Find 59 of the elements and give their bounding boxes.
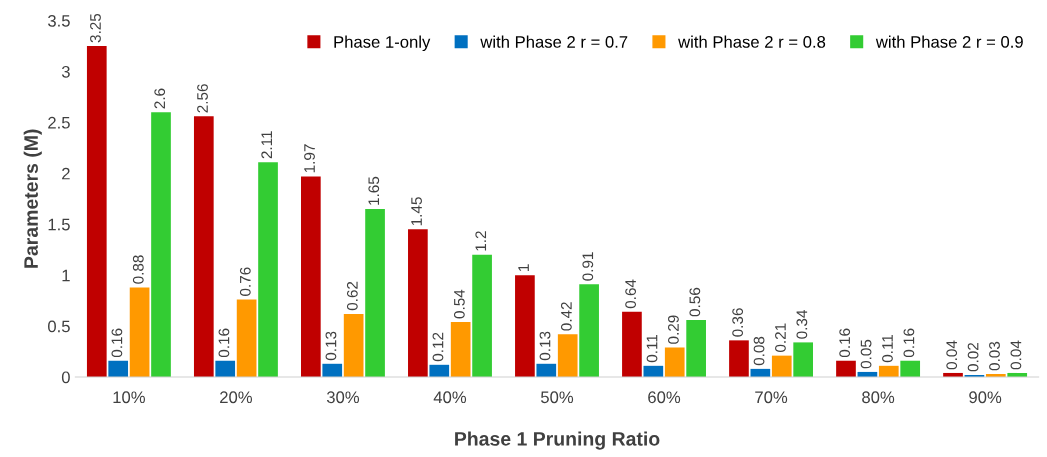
- data-label: 0.34: [796, 310, 808, 339]
- data-label: 0.04: [946, 340, 958, 370]
- y-axis-title: Parameters (M): [23, 129, 42, 268]
- data-label: 0.54: [453, 289, 465, 319]
- data-label: 0.16: [903, 328, 915, 358]
- data-label: 0.88: [132, 255, 144, 284]
- data-label: 0.11: [882, 334, 893, 363]
- data-label: 0.62: [346, 281, 358, 311]
- y-tick-label: 0: [61, 371, 70, 384]
- data-label: 1.65: [368, 176, 380, 205]
- data-label: 0.16: [218, 328, 230, 358]
- x-tick-label: 60%: [648, 391, 681, 404]
- data-label: 0.56: [689, 287, 701, 317]
- data-label: 2.11: [261, 131, 272, 159]
- data-label: 0.12: [432, 332, 444, 362]
- y-tick-label: 0.5: [48, 320, 70, 333]
- x-tick-label: 20%: [220, 391, 253, 404]
- x-tick-label: 40%: [433, 391, 467, 404]
- data-label: 0.08: [753, 336, 765, 366]
- legend-label: Phase 1-only: [334, 35, 431, 52]
- x-tick-label: 50%: [540, 391, 574, 404]
- data-label: 0.64: [625, 279, 637, 309]
- data-label: 0.04: [1010, 340, 1022, 370]
- y-tick-label: 3.5: [47, 14, 70, 27]
- x-axis-title: Phase 1 Pruning Ratio: [455, 431, 660, 450]
- data-label: 0.02: [967, 342, 979, 372]
- y-tick-label: 2.5: [48, 116, 70, 129]
- data-label: 0.16: [839, 328, 851, 358]
- x-tick-label: 30%: [326, 391, 360, 404]
- x-tick-label: 70%: [755, 391, 788, 404]
- data-label: 1: [518, 264, 529, 271]
- y-tick-label: 3: [61, 65, 70, 78]
- data-label: 3.25: [90, 13, 101, 43]
- x-tick-label: 90%: [969, 391, 1002, 404]
- y-tick-label: 1.5: [48, 218, 70, 231]
- legend-label: with Phase 2 r = 0.8: [678, 35, 826, 48]
- y-tick-label: 1: [62, 269, 70, 282]
- data-label: 0.29: [668, 315, 679, 344]
- data-label: 0.76: [239, 267, 251, 296]
- data-label: 2.6: [154, 88, 166, 109]
- x-tick-label: 10%: [113, 391, 145, 404]
- legend-label: with Phase 2 r = 0.9: [875, 35, 1023, 48]
- data-label: 1.97: [304, 144, 315, 173]
- data-label: 1.45: [411, 197, 422, 226]
- data-label: 0.91: [582, 252, 594, 281]
- data-label: 0.36: [732, 308, 744, 337]
- data-label: 0.13: [325, 331, 337, 361]
- x-tick-label: 80%: [862, 391, 895, 404]
- data-label: 2.56: [197, 84, 208, 113]
- data-label: 0.13: [539, 331, 551, 361]
- data-label: 0.03: [989, 341, 1000, 371]
- data-label: 0.21: [775, 323, 786, 352]
- data-label: 0.16: [111, 328, 123, 358]
- data-label: 0.05: [860, 339, 872, 369]
- data-label: 0.11: [646, 334, 658, 363]
- y-tick-label: 2: [62, 167, 70, 180]
- legend-label: with Phase 2 r = 0.7: [480, 35, 628, 48]
- data-label: 0.42: [560, 302, 572, 331]
- data-label: 1.2: [475, 231, 487, 251]
